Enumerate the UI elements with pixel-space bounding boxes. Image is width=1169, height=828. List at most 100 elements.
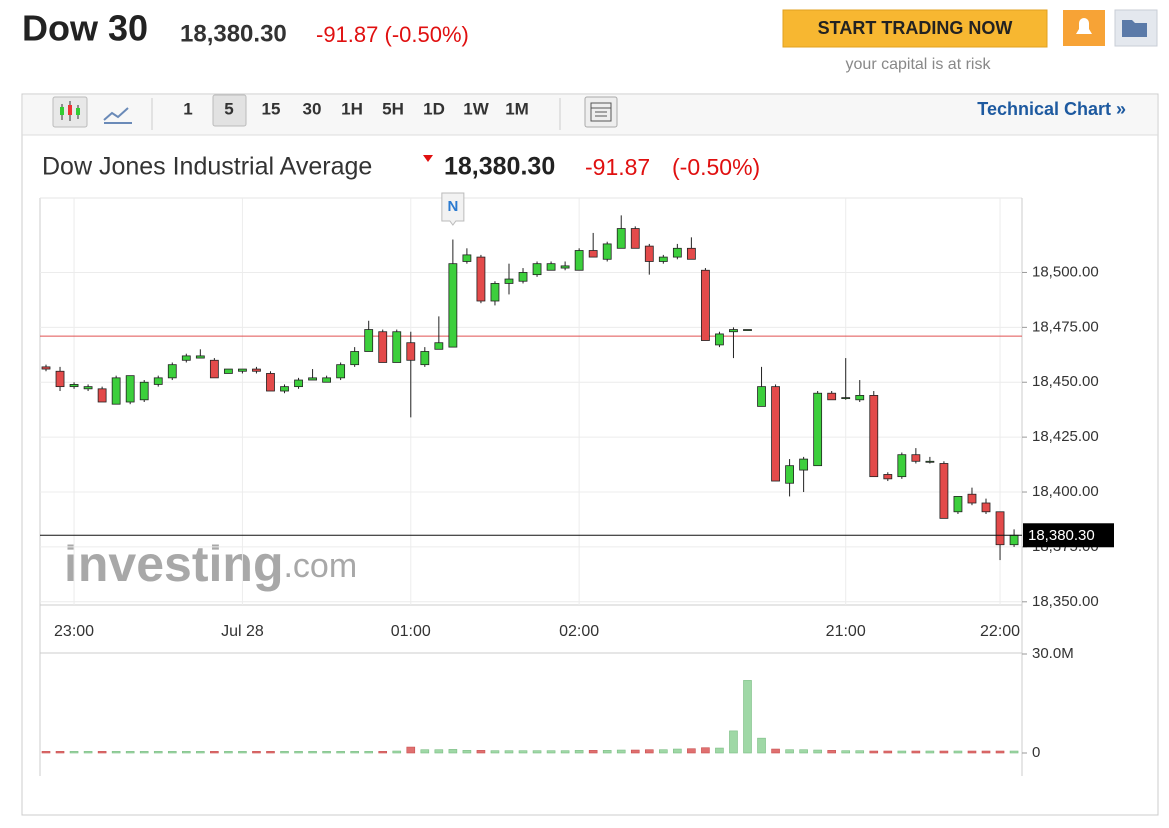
candle-body [280,386,289,392]
cta-label[interactable]: START TRADING NOW [818,18,1013,38]
risk-note: your capital is at risk [846,56,992,73]
volume-bar [224,751,233,754]
volume-bar [687,748,696,754]
candle-body [672,247,682,258]
volume-bar [588,750,598,754]
volume-bar [252,751,261,754]
volume-bar [701,747,710,754]
candle-body [532,263,542,276]
volume-bar [55,751,65,754]
candle-body [953,496,963,513]
candle-body [209,359,219,379]
candle-body [490,283,500,302]
volume-bar [266,751,275,754]
g1 [60,107,64,115]
last-price-label: 18,380.30 [1028,527,1095,544]
volume-bar [294,751,303,754]
cta-bg[interactable] [782,9,1048,48]
volume-bar [196,751,205,754]
candle-body [630,228,640,249]
y-tick-label: 18,500.00 [1032,263,1099,280]
portfolio-icon[interactable] [1114,9,1158,47]
volume-bar [504,750,514,754]
volume-bar [673,748,682,754]
page-title: Dow 30 [22,8,148,49]
candle-body [658,256,668,262]
candle-body [111,377,121,405]
timeframe[interactable]: 1H [341,99,363,118]
y-tick-label: 18,350.00 [1032,593,1099,610]
candle-body [799,458,809,471]
candle-body [1009,534,1019,546]
candle-body [869,395,879,478]
volume-bar [602,750,612,754]
volume-bar [560,750,570,754]
volume-bar [111,751,121,754]
timeframe[interactable]: 1W [463,99,489,118]
x-tick-label: Jul 28 [221,623,264,640]
timeframe[interactable]: 1D [423,99,445,118]
candle-body [560,265,570,269]
volume-bar [182,751,191,754]
cta-button[interactable]: START TRADING NOW [782,9,1048,48]
candle-body [448,263,458,348]
candle-body [252,368,261,372]
volume-bar [490,750,500,754]
candle-body [785,465,794,484]
candle-body [897,454,907,478]
timeframe[interactable]: 15 [262,99,281,118]
volume-bar [364,751,373,754]
volume-bar [953,750,963,754]
candle-body [967,493,977,504]
active-timeframe [212,94,247,127]
candle-body [841,397,851,400]
candle-body [588,250,598,258]
volume-bar [210,751,219,754]
timeframe[interactable]: 1M [505,99,529,118]
volume-tick-label: 30.0M [1032,645,1074,662]
volume-bar [448,749,458,754]
candle-body [392,331,402,363]
line-icon[interactable] [103,107,129,121]
candle-body [308,377,317,381]
chart-change: -91.87 [585,154,650,180]
timeframe[interactable]: 1 [183,99,192,118]
candle-body [827,392,837,401]
volume-bar [911,750,921,754]
candle-body [139,381,149,401]
candle-body [757,386,766,407]
candle-body [981,502,991,513]
x-tick-label: 22:00 [980,623,1020,640]
folder [1122,20,1147,37]
volume-bar [1009,750,1019,754]
volume-bar [630,749,640,754]
volume-bar [462,750,472,754]
candle-body [153,377,163,385]
volume-bar [238,751,247,754]
candle-body [644,245,654,262]
volume-bar [97,751,107,754]
timeframe[interactable]: 30 [303,99,322,118]
volume-bar [476,750,486,754]
volume-bar [785,749,794,754]
candle-body [686,247,696,260]
technical-chart-link[interactable]: Technical Chart » [977,99,1126,119]
candle-body [925,460,935,463]
candle-body [574,250,584,271]
y-tick-label: 18,450.00 [1032,373,1099,390]
candle-body [350,351,360,366]
volume-bar [925,750,935,754]
volume-bar [336,751,345,754]
volume-bar [69,751,79,754]
volume-bar [743,680,752,754]
timeframe[interactable]: 5H [382,99,404,118]
volume-bar [897,750,907,754]
volume-bar [939,750,949,754]
volume-bar [813,749,822,754]
timeframe[interactable]: 5 [224,99,233,118]
volume-bar [546,750,556,754]
settings-glyph [590,102,612,122]
chart-title: Dow Jones Industrial Average [42,153,372,181]
volume-bar [392,750,402,754]
